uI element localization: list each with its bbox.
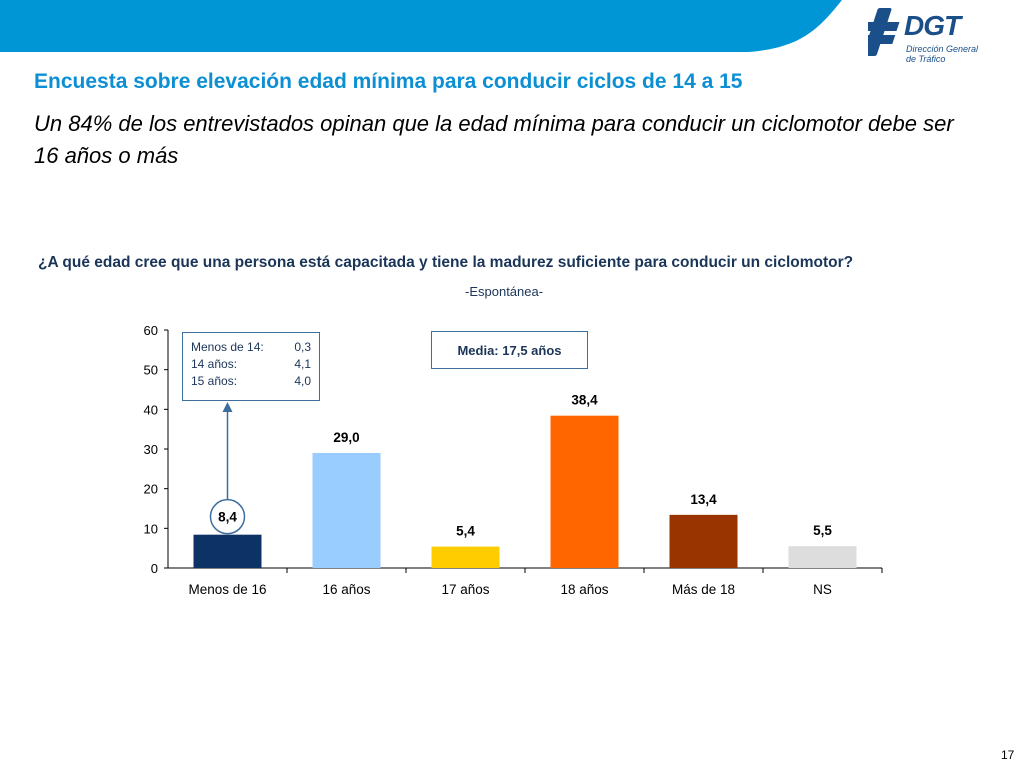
breakdown-row: 14 años: 4,1 <box>191 356 311 373</box>
chart-title: ¿A qué edad cree que una persona está ca… <box>38 254 854 271</box>
x-tick-label: 17 años <box>441 582 489 597</box>
page-title: Encuesta sobre elevación edad mínima par… <box>34 70 743 93</box>
y-tick-label: 60 <box>144 323 158 338</box>
breakdown-label: 15 años: <box>191 374 238 388</box>
breakdown-label: Menos de 14: <box>191 340 264 354</box>
breakdown-value: 4,1 <box>294 357 311 371</box>
y-tick-label: 20 <box>144 482 158 497</box>
dgt-logo-line1: Dirección General <box>906 44 979 54</box>
page-number: 17 <box>1001 748 1015 762</box>
data-label: 38,4 <box>571 393 598 408</box>
y-tick-label: 50 <box>144 363 158 378</box>
y-tick-label: 30 <box>144 442 158 457</box>
bar <box>312 452 381 568</box>
bar <box>193 534 262 568</box>
data-label: 5,4 <box>456 524 475 539</box>
y-tick-label: 40 <box>144 402 158 417</box>
dgt-logo-text: DGT <box>904 10 961 41</box>
breakdown-label: 14 años: <box>191 357 238 371</box>
mean-label: Media: 17,5 años <box>457 342 562 358</box>
bar <box>669 514 738 568</box>
x-tick-label: Más de 18 <box>672 582 735 597</box>
mean-box: Media: 17,5 años <box>431 331 588 369</box>
bar <box>550 415 619 568</box>
bar <box>788 546 857 568</box>
header-band-shape <box>0 0 842 52</box>
x-tick-label: Menos de 16 <box>188 582 266 597</box>
arrow-head-icon <box>222 402 233 412</box>
bar <box>431 546 500 568</box>
data-label: 8,4 <box>218 510 237 525</box>
breakdown-row: 15 años: 4,0 <box>191 373 311 390</box>
x-tick-label: 18 años <box>560 582 608 597</box>
dgt-emblem-icon <box>868 8 900 56</box>
breakdown-value: 0,3 <box>294 340 311 354</box>
header-band <box>0 0 842 52</box>
page-subtitle: Un 84% de los entrevistados opinan que l… <box>34 111 954 168</box>
y-tick-label: 10 <box>144 521 158 536</box>
data-label: 5,5 <box>813 523 832 538</box>
x-tick-label: NS <box>813 582 832 597</box>
value-circle <box>209 498 246 535</box>
breakdown-row: Menos de 14: 0,3 <box>191 339 311 356</box>
chart-subtitle: -Espontánea- <box>465 284 544 299</box>
breakdown-value: 4,0 <box>294 374 311 388</box>
dgt-logo-line2: de Tráfico <box>906 54 946 64</box>
y-tick-label: 0 <box>151 561 158 576</box>
breakdown-box: Menos de 14: 0,3 14 años: 4,1 15 años: 4,0 <box>182 332 320 401</box>
data-label: 29,0 <box>333 430 359 445</box>
x-tick-label: 16 años <box>322 582 370 597</box>
dgt-logo: DGT Dirección General de Tráfico <box>868 6 988 64</box>
data-label: 13,4 <box>690 492 717 507</box>
